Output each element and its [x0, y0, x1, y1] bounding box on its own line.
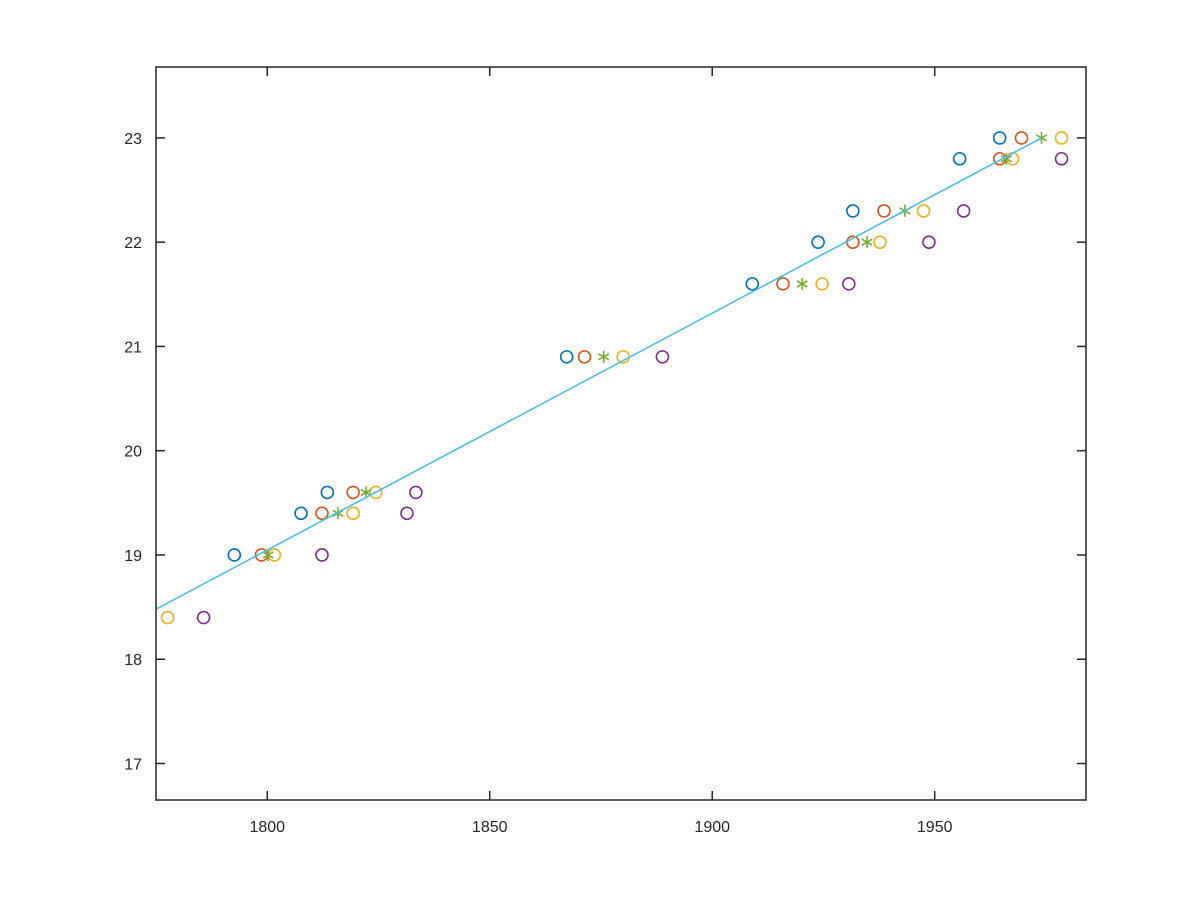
data-point-series-4 — [262, 548, 274, 561]
data-point-series-1 — [952, 151, 967, 166]
data-point-series-1 — [227, 548, 242, 562]
data-point-series-4 — [796, 277, 808, 290]
data-point-series-3 — [815, 277, 829, 291]
data-point-series-2 — [1014, 131, 1029, 145]
data-point-series-3 — [160, 610, 175, 625]
data-point-series-2 — [577, 350, 592, 364]
data-point-series-1 — [559, 350, 574, 364]
data-point-series-5 — [196, 610, 211, 625]
data-point-series-5 — [842, 277, 856, 291]
axis-ticks: 1800 1850 1900 1950 17 18 19 20 21 22 23 — [124, 67, 1086, 836]
fit-line — [155, 137, 1042, 610]
x-tick-label: 1950 — [917, 819, 953, 836]
data-point-series-4 — [598, 350, 610, 363]
y-tick-label: 18 — [124, 652, 142, 669]
y-tick-label: 17 — [124, 757, 142, 774]
data-point-series-2 — [776, 277, 790, 291]
data-point-series-2 — [315, 506, 329, 521]
data-point-series-5 — [655, 350, 670, 364]
data-point-series-4 — [360, 486, 372, 499]
data-point-series-5 — [1054, 151, 1069, 166]
y-tick-label: 19 — [124, 548, 142, 565]
y-tick-label: 21 — [124, 339, 142, 356]
y-tick-label: 22 — [124, 235, 142, 252]
data-point-series-2 — [346, 485, 360, 500]
data-point-series-1 — [745, 277, 760, 291]
data-point-series-5 — [409, 485, 423, 500]
data-point-series-5 — [315, 548, 329, 562]
data-point-series-1 — [320, 485, 335, 500]
data-point-series-3 — [1054, 131, 1069, 145]
x-tick-label: 1800 — [249, 819, 285, 836]
data-point-series-1 — [294, 506, 308, 521]
data-point-series-3 — [346, 506, 360, 521]
data-point-series-4 — [1000, 152, 1012, 165]
data-point-series-1 — [992, 131, 1007, 145]
data-point-series-3 — [369, 485, 383, 500]
data-point-series-2 — [877, 204, 891, 218]
x-tick-label: 1850 — [472, 819, 508, 836]
axes-box — [155, 66, 1087, 801]
data-point-series-5 — [400, 506, 414, 521]
data-point-series-4 — [861, 236, 873, 249]
y-tick-label: 23 — [124, 131, 142, 148]
plot-background — [156, 67, 1086, 800]
y-tick-label: 20 — [124, 444, 142, 461]
x-tick-label: 1900 — [694, 819, 730, 836]
data-point-series-3 — [873, 235, 887, 249]
data-point-series-1 — [846, 204, 860, 218]
data-marks — [155, 131, 1069, 625]
data-point-series-5 — [922, 235, 936, 249]
data-point-series-3 — [916, 204, 931, 218]
data-point-series-5 — [956, 204, 971, 218]
data-point-series-1 — [811, 235, 825, 249]
